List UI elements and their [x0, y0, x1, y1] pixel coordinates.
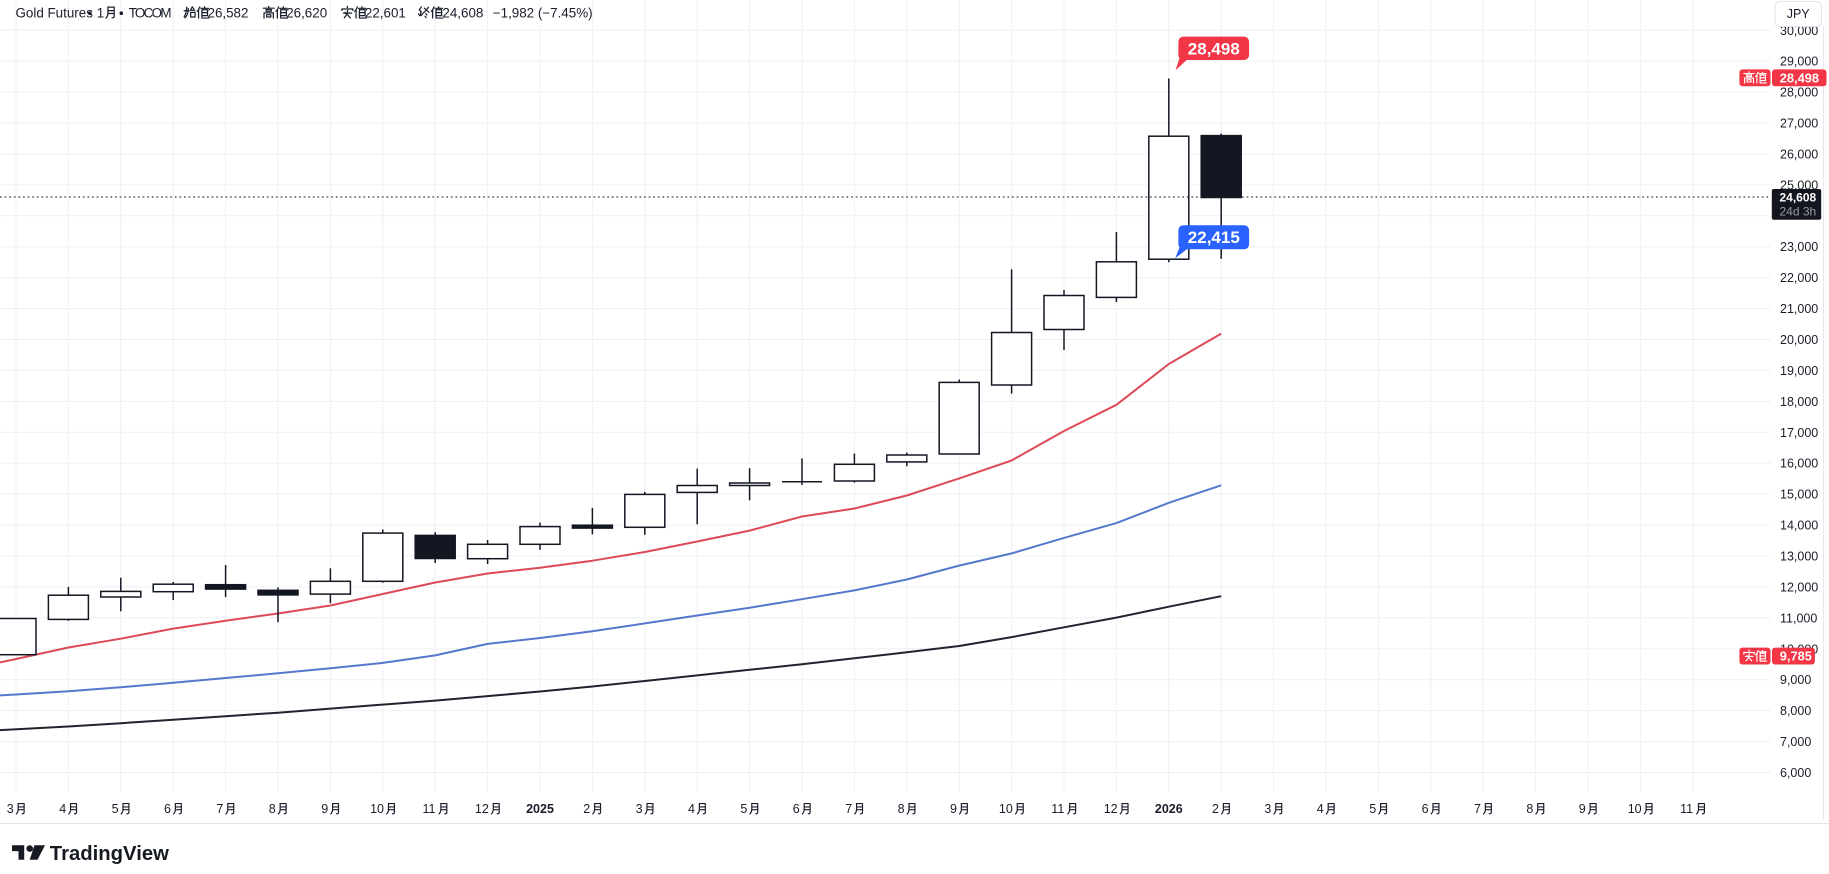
svg-text:11: 11	[1680, 802, 1693, 816]
svg-text:9,785: 9,785	[1780, 649, 1812, 664]
svg-text:3: 3	[636, 802, 643, 816]
svg-text:2: 2	[583, 802, 590, 816]
svg-text:2025: 2025	[526, 802, 554, 816]
svg-text:22,000: 22,000	[1780, 271, 1818, 285]
svg-text:16,000: 16,000	[1780, 457, 1818, 471]
svg-text:8: 8	[269, 802, 276, 816]
svg-text:9: 9	[1579, 802, 1586, 816]
svg-text:2026: 2026	[1155, 802, 1183, 816]
svg-text:10: 10	[999, 802, 1013, 816]
svg-text:11: 11	[1051, 802, 1064, 816]
svg-text:8: 8	[1526, 802, 1533, 816]
svg-text:24d 3h: 24d 3h	[1780, 205, 1817, 219]
svg-text:24,608: 24,608	[442, 5, 483, 20]
svg-text:4: 4	[59, 802, 66, 816]
svg-text:11,000: 11,000	[1780, 611, 1817, 625]
svg-text:10: 10	[370, 802, 384, 816]
svg-text:10: 10	[1628, 802, 1642, 816]
svg-text:12,000: 12,000	[1780, 580, 1818, 594]
svg-text:6: 6	[1422, 802, 1429, 816]
svg-text:17,000: 17,000	[1780, 426, 1818, 440]
svg-text:30,000: 30,000	[1780, 24, 1818, 38]
svg-text:15,000: 15,000	[1780, 488, 1818, 502]
svg-text:7: 7	[216, 802, 223, 816]
svg-text:12: 12	[475, 802, 489, 816]
svg-text:8,000: 8,000	[1780, 704, 1811, 718]
svg-text:28,000: 28,000	[1780, 86, 1818, 100]
svg-text:26,582: 26,582	[208, 5, 249, 20]
svg-text:9,000: 9,000	[1780, 673, 1811, 687]
svg-text:28,498: 28,498	[1188, 39, 1240, 58]
svg-text:4: 4	[688, 802, 695, 816]
svg-text:9: 9	[321, 802, 328, 816]
svg-text:3: 3	[7, 802, 14, 816]
svg-text:TOCOM: TOCOM	[129, 5, 172, 20]
svg-text:−1,982 (−7.45%): −1,982 (−7.45%)	[493, 5, 593, 20]
svg-text:1: 1	[97, 5, 104, 20]
svg-text:28,498: 28,498	[1780, 70, 1819, 85]
svg-text:TradingView: TradingView	[50, 843, 169, 865]
svg-text:9: 9	[950, 802, 957, 816]
svg-text:18,000: 18,000	[1780, 395, 1818, 409]
svg-text:23,000: 23,000	[1780, 240, 1818, 254]
svg-text:14,000: 14,000	[1780, 519, 1818, 533]
svg-text:13,000: 13,000	[1780, 550, 1818, 564]
svg-text:27,000: 27,000	[1780, 117, 1818, 131]
svg-text:22,601: 22,601	[365, 5, 406, 20]
svg-text:21,000: 21,000	[1780, 302, 1818, 316]
svg-text:3: 3	[1264, 802, 1271, 816]
svg-text:6: 6	[793, 802, 800, 816]
svg-text:7: 7	[1474, 802, 1481, 816]
svg-text:7: 7	[845, 802, 852, 816]
svg-text:5: 5	[112, 802, 119, 816]
svg-text:5: 5	[740, 802, 747, 816]
svg-text:JPY: JPY	[1787, 7, 1811, 21]
svg-text:24,608: 24,608	[1780, 190, 1817, 204]
svg-text:5: 5	[1369, 802, 1376, 816]
svg-text:7,000: 7,000	[1780, 735, 1811, 749]
svg-text:20,000: 20,000	[1780, 333, 1818, 347]
svg-text:26,620: 26,620	[286, 5, 327, 20]
svg-text:22,415: 22,415	[1188, 228, 1240, 247]
svg-text:6: 6	[164, 802, 171, 816]
svg-text:6,000: 6,000	[1780, 766, 1811, 780]
svg-text:8: 8	[898, 802, 905, 816]
svg-text:4: 4	[1317, 802, 1324, 816]
svg-text:19,000: 19,000	[1780, 364, 1818, 378]
svg-text:26,000: 26,000	[1780, 148, 1818, 162]
svg-text:2: 2	[1212, 802, 1219, 816]
svg-text:25,000: 25,000	[1780, 178, 1818, 192]
svg-text:29,000: 29,000	[1780, 55, 1818, 69]
svg-text:11: 11	[423, 802, 436, 816]
svg-text:12: 12	[1104, 802, 1118, 816]
svg-text:Gold Futures: Gold Futures	[16, 5, 94, 20]
